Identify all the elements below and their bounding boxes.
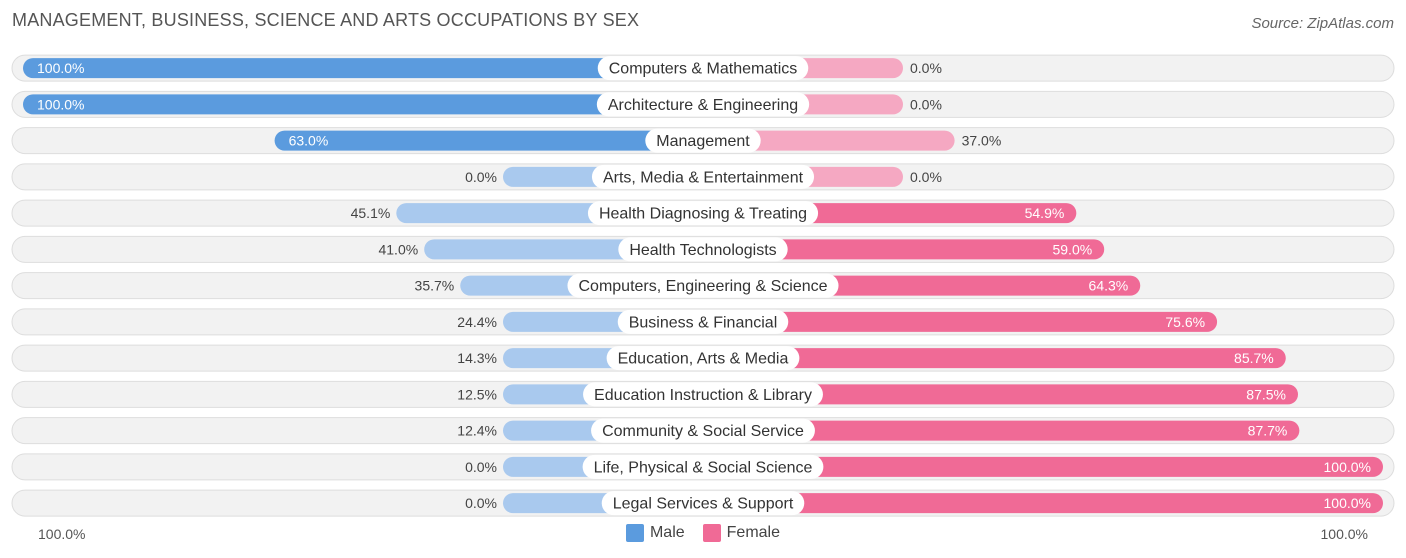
male-value-label: 45.1% [351,205,391,221]
category-label: Life, Physical & Social Science [594,459,813,476]
female-value-label: 87.5% [1246,386,1286,402]
category-label: Computers, Engineering & Science [578,278,827,295]
category-label-bg [587,201,819,226]
female-bar [703,348,1286,369]
male-bar [274,130,703,151]
category-label-bg [591,418,815,443]
male-value-label: 0.0% [465,495,497,511]
female-bar [703,384,1298,405]
female-bar [703,311,1218,332]
male-value-label: 12.5% [457,386,497,402]
female-value-label: 54.9% [1025,205,1065,221]
female-bar [703,493,1383,514]
legend: Male Female [0,524,1406,542]
male-value-label: 0.0% [465,169,497,185]
female-bar [703,420,1300,441]
category-label-bg [618,237,788,262]
legend-swatch-female [702,524,721,542]
category-label-bg [597,56,809,81]
axis-left-label: 100.0% [38,526,86,542]
female-bar [703,239,1105,260]
category-label-bg [645,128,761,153]
legend-swatch-male [625,524,644,542]
male-value-label: 12.4% [457,423,497,439]
female-value-label: 64.3% [1089,278,1129,294]
source-label: Source: ZipAtlas.com [1251,15,1394,32]
male-bar [23,94,703,115]
female-value-label: 0.0% [910,96,942,112]
category-label: Health Diagnosing & Treating [599,206,807,223]
female-value-label: 0.0% [910,169,942,185]
category-label-bg [583,382,823,407]
category-label: Legal Services & Support [613,496,794,513]
male-bar [23,58,703,79]
male-value-label: 0.0% [465,459,497,475]
legend-label-female: Female [726,524,781,541]
category-label: Business & Financial [629,314,778,331]
category-label-bg [567,273,839,298]
legend-item-female: Female [702,524,781,542]
male-value-label: 100.0% [37,60,84,76]
category-label: Education Instruction & Library [594,387,812,404]
female-bar [703,456,1383,477]
chart-title: MANAGEMENT, BUSINESS, SCIENCE AND ARTS O… [12,10,640,30]
legend-item-male: Male [625,524,685,542]
female-value-label: 59.0% [1052,241,1092,257]
female-value-label: 0.0% [910,60,942,76]
female-value-label: 37.0% [962,133,1002,149]
male-value-label: 41.0% [378,241,418,257]
category-label: Health Technologists [629,242,776,259]
legend-label-male: Male [649,524,685,541]
category-label-bg [596,92,810,117]
male-value-label: 24.4% [457,314,497,330]
male-value-label: 100.0% [37,96,84,112]
category-label: Education, Arts & Media [618,351,789,368]
female-value-label: 75.6% [1165,314,1205,330]
male-value-label: 63.0% [289,133,329,149]
male-value-label: 35.7% [415,278,455,294]
male-value-label: 14.3% [457,350,497,366]
category-label: Computers & Mathematics [609,61,798,78]
category-label-bg [582,454,824,479]
female-bar [703,130,955,151]
female-value-label: 87.7% [1248,423,1288,439]
category-label-bg [601,491,805,516]
chart-area: Computers & Mathematics 100.0% 0.0% Archite… [11,54,1395,517]
female-value-label: 100.0% [1324,459,1371,475]
female-value-label: 100.0% [1324,495,1371,511]
category-label-bg [591,164,815,189]
axis-right-label: 100.0% [1320,526,1368,542]
category-label-bg [617,309,789,334]
category-label-bg [606,346,800,371]
category-label: Arts, Media & Entertainment [603,169,804,186]
category-label: Community & Social Service [602,423,804,440]
category-label: Architecture & Engineering [608,97,798,114]
female-value-label: 85.7% [1234,350,1274,366]
category-label: Management [656,133,750,150]
